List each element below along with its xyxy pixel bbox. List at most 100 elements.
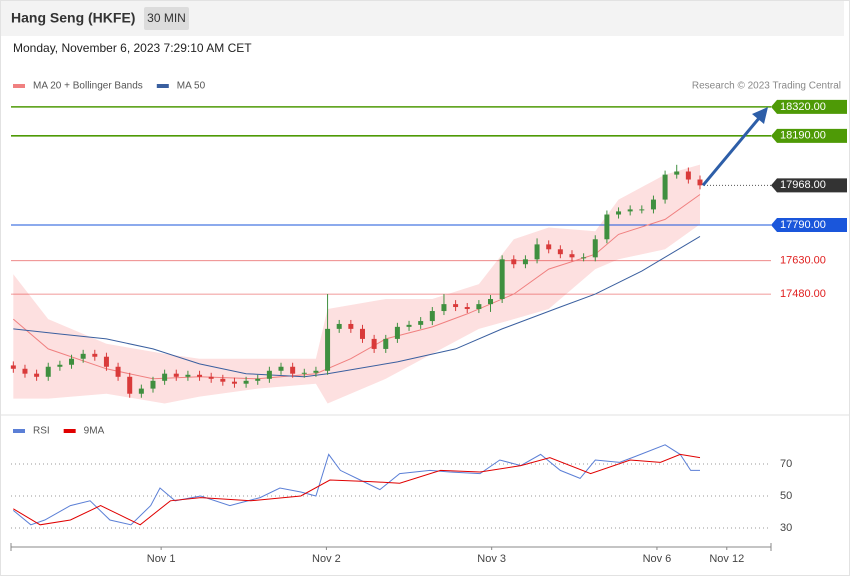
candle-body	[22, 368, 28, 374]
level-label: 17968.00	[780, 179, 826, 191]
candle-body	[616, 211, 622, 215]
candle-body	[418, 321, 424, 325]
y-tick-label: 30	[780, 522, 792, 534]
candle-body	[522, 259, 528, 265]
forecast-arrow	[701, 116, 762, 187]
candle-body	[301, 372, 307, 374]
legend-swatch	[63, 429, 76, 433]
x-tick-label: Nov 6	[643, 553, 672, 565]
candle-body	[476, 304, 482, 310]
legend-label: 9MA	[84, 426, 105, 437]
legend-swatch	[156, 84, 169, 88]
forecast-arrowhead	[752, 107, 768, 124]
x-tick-label: Nov 1	[147, 553, 176, 565]
candle-body	[581, 257, 587, 259]
x-tick-label: Nov 2	[312, 553, 341, 565]
candle-body	[208, 376, 214, 379]
candle-body	[57, 364, 63, 367]
candle-body	[290, 366, 296, 374]
candle-body	[650, 199, 656, 210]
price-panel: 18320.00 18190.00 17968.00 17790.00 17630.00…	[10, 81, 847, 404]
candle-body	[325, 328, 331, 371]
candle-body	[383, 338, 389, 349]
candle-body	[92, 353, 98, 357]
level-label: 17790.00	[780, 219, 826, 231]
legend-label: RSI	[33, 426, 50, 437]
candle-body	[127, 376, 133, 394]
timeframe[interactable]: 30 MIN	[147, 11, 186, 25]
candle-body	[185, 374, 191, 377]
candle-body	[348, 323, 354, 329]
candle-body	[441, 304, 447, 312]
legend-label: MA 20 + Bollinger Bands	[33, 81, 143, 92]
candle-body	[685, 171, 691, 180]
candle-body	[511, 259, 517, 265]
legend-swatch	[13, 429, 25, 433]
level-tag	[771, 218, 847, 232]
legend-swatch	[13, 84, 25, 88]
candle-body	[697, 179, 703, 186]
candle-body	[499, 259, 505, 299]
candle-body	[371, 338, 377, 349]
y-tick-label: 50	[780, 490, 792, 502]
candle-body	[627, 209, 633, 212]
candle-body	[359, 328, 365, 339]
candle-body	[115, 366, 121, 377]
level-tag	[771, 178, 847, 193]
candle-body	[406, 324, 412, 327]
candle-body	[45, 366, 51, 377]
level-tag	[771, 128, 847, 143]
timeframe-button[interactable]	[144, 7, 189, 30]
candle-body	[162, 373, 168, 381]
header-bar	[1, 1, 844, 36]
candle-body	[394, 326, 400, 339]
candle-body	[150, 380, 156, 389]
candle-body	[80, 353, 86, 359]
level-tag	[771, 99, 847, 114]
legend-label: MA 50	[177, 81, 206, 92]
candle-body	[592, 239, 598, 258]
candle-body	[173, 373, 179, 377]
level-label: 18190.00	[780, 130, 826, 142]
candle-body	[604, 214, 610, 240]
candle-body	[662, 174, 668, 200]
level-label: 18320.00	[780, 101, 826, 113]
candle-body	[220, 378, 226, 382]
candle-body	[569, 254, 575, 258]
candle-body	[546, 244, 552, 250]
candle-body	[429, 311, 435, 322]
candle-body	[138, 388, 144, 394]
rsi-panel: 30 50 70 Nov 1 Nov 2 Nov 3 Nov 6 Nov 12 RSI 9MA	[10, 426, 792, 565]
candle-body	[69, 358, 75, 365]
candle-body	[255, 378, 261, 381]
candle-body	[453, 304, 459, 308]
timestamp: Monday, November 6, 2023 7:29:10 AM CET	[13, 41, 252, 55]
candle-body	[464, 307, 470, 310]
candle-body	[197, 374, 203, 377]
candle-body	[278, 366, 284, 371]
level-label: 17480.00	[780, 288, 826, 300]
candle-body	[243, 380, 249, 384]
candle-body	[313, 370, 319, 373]
candle-body	[336, 323, 342, 329]
rsi-line	[12, 444, 700, 526]
y-tick-label: 70	[780, 458, 792, 470]
candle-body	[231, 381, 237, 384]
candle-body	[639, 209, 645, 211]
candle-body	[534, 244, 540, 260]
rsi-line	[13, 453, 701, 526]
candle-body	[103, 356, 109, 367]
candle-body	[266, 370, 272, 379]
candle-body	[674, 171, 680, 175]
candle-body	[488, 299, 494, 305]
candle-body	[10, 365, 16, 369]
x-tick-label: Nov 3	[477, 553, 506, 565]
title: Hang Seng (HKFE)	[11, 10, 135, 26]
level-label: 17630.00	[780, 255, 826, 267]
candle-body	[34, 373, 40, 377]
credit: Research © 2023 Trading Central	[692, 81, 841, 92]
x-tick-label: Nov 12	[709, 553, 744, 565]
